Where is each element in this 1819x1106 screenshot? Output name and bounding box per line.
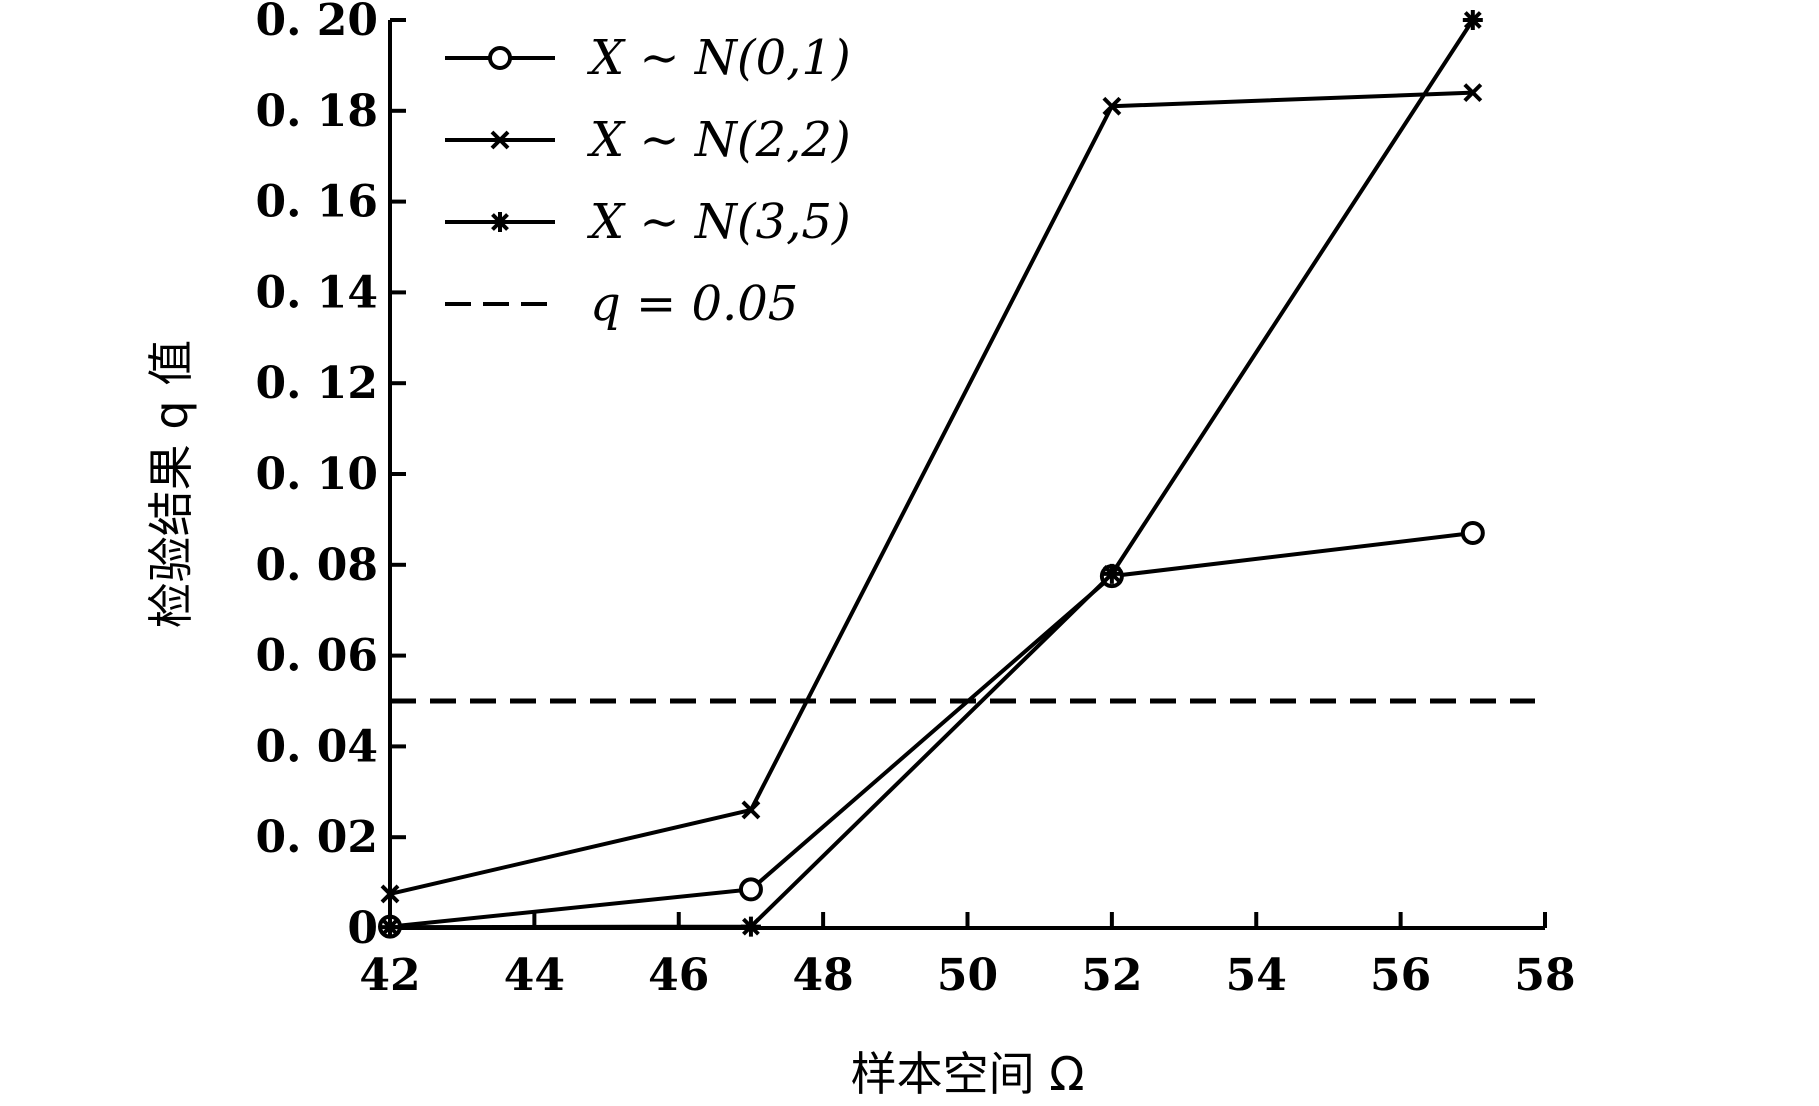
y-tick-label: 0. 18 xyxy=(256,86,378,137)
legend-item: q = 0.05 xyxy=(445,276,798,332)
x-tick-label: 42 xyxy=(359,950,420,1001)
data-point xyxy=(1462,10,1483,30)
legend-item: X ∼ N(0,1) xyxy=(445,30,851,86)
legend-item: X ∼ N(3,5) xyxy=(445,194,851,250)
data-point xyxy=(741,800,761,820)
series-line xyxy=(389,531,1474,929)
x-tick-label: 48 xyxy=(793,950,854,1001)
legend-label: X ∼ N(0,1) xyxy=(586,30,851,86)
legend-marker xyxy=(490,212,510,232)
series-2 xyxy=(380,83,1483,904)
x-tick-label: 44 xyxy=(504,950,565,1001)
y-tick-label: 0. 10 xyxy=(256,449,378,500)
y-tick-label: 0. 14 xyxy=(256,267,378,318)
x-tick-label: 56 xyxy=(1370,950,1431,1001)
legend-marker xyxy=(488,46,512,70)
legend-marker xyxy=(490,130,510,150)
legend: X ∼ N(0,1) X ∼ N(2,2) X ∼ N(3,5) q = 0.05 xyxy=(445,30,851,332)
legend-label: q = 0.05 xyxy=(590,276,798,332)
legend-label: X ∼ N(2,2) xyxy=(586,112,851,168)
legend-label: X ∼ N(3,5) xyxy=(586,194,851,250)
y-axis-title: 检验结果 q 值 xyxy=(144,340,198,628)
series-line xyxy=(389,18,1475,930)
x-tick-label: 58 xyxy=(1514,950,1575,1001)
legend-item: X ∼ N(2,2) xyxy=(445,112,851,168)
x-tick-label: 54 xyxy=(1226,950,1287,1001)
data-point xyxy=(380,884,400,904)
x-axis-title: 样本空间 Ω xyxy=(851,1047,1085,1101)
y-tick-label: 0. 20 xyxy=(256,0,378,46)
data-point xyxy=(738,877,763,902)
x-tick-label: 46 xyxy=(648,950,709,1001)
y-tick-label: 0. 02 xyxy=(256,812,378,863)
data-point xyxy=(1460,521,1485,546)
data-point xyxy=(1463,83,1483,103)
y-tick-label: 0. 04 xyxy=(256,721,378,772)
y-tick-label: 0. 06 xyxy=(256,631,378,682)
series-layer xyxy=(378,10,1535,939)
y-tick-label: 0 xyxy=(347,903,378,954)
series-1 xyxy=(378,521,1485,939)
x-tick-label: 52 xyxy=(1081,950,1142,1001)
y-tick-label: 0. 12 xyxy=(256,358,378,409)
series-3 xyxy=(380,10,1483,938)
y-tick-label: 0. 08 xyxy=(256,540,378,591)
x-tick-label: 50 xyxy=(937,950,998,1001)
y-tick-label: 0. 16 xyxy=(256,177,378,228)
data-point xyxy=(1101,563,1122,584)
data-point xyxy=(1102,96,1122,116)
series-line xyxy=(389,90,1473,896)
data-point xyxy=(740,916,761,937)
axes: 0 0. 02 0. 04 0. 06 0. 08 0. 10 0. 12 0. 14 0. 1… xyxy=(256,0,1576,1001)
data-point xyxy=(380,917,400,938)
